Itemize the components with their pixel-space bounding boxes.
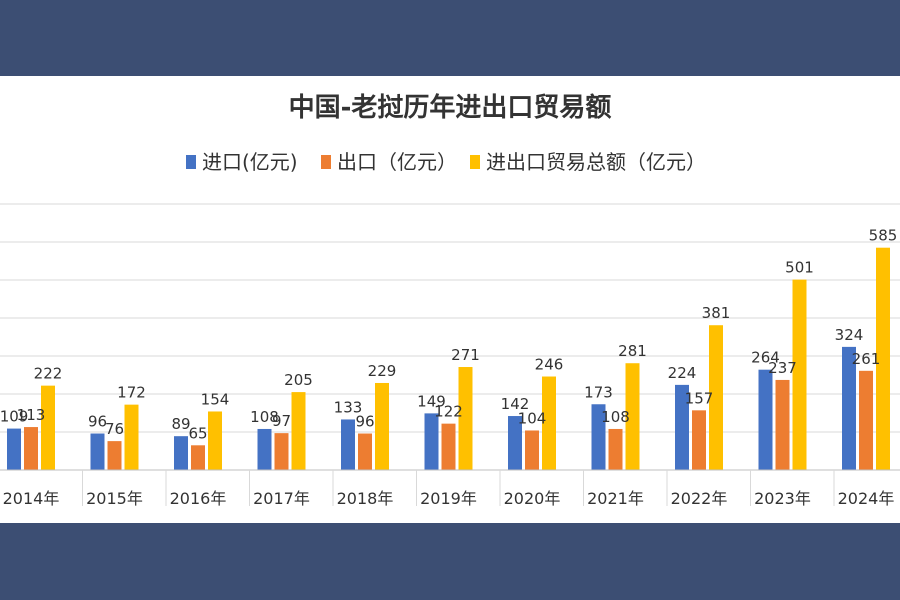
bar-chart: 中国-老挝历年进出口贸易额 进口(亿元) 出口（亿元） 进出口贸易总额（亿元） 10…: [0, 92, 900, 508]
bar: [775, 379, 790, 470]
data-label: 324: [835, 326, 864, 344]
data-label: 113: [17, 406, 46, 424]
chart-title: 中国-老挝历年进出口贸易额: [289, 92, 612, 123]
bar: [174, 436, 188, 470]
bar: [424, 413, 439, 470]
bar: [542, 376, 556, 470]
data-label: 65: [188, 424, 207, 442]
data-label: 122: [434, 403, 463, 421]
data-label: 271: [451, 346, 480, 364]
x-axis: 2014年 2015年 2016年 2017年 2018年 2019年 2020年 2021年…: [0, 469, 900, 508]
data-label: 224: [668, 364, 697, 382]
bar: [375, 382, 389, 470]
data-label: 108: [250, 408, 279, 426]
bar: [24, 427, 38, 470]
data-label: 281: [618, 342, 647, 360]
x-tick-label: 2015年: [86, 489, 143, 508]
x-tick-label: 2022年: [671, 489, 728, 508]
data-label: 173: [584, 383, 613, 401]
legend-swatch: [186, 155, 196, 169]
data-label: 381: [702, 304, 731, 322]
data-label: 246: [535, 356, 564, 374]
bar: [41, 385, 55, 470]
x-tick-label: 2019年: [420, 489, 477, 508]
data-label: 222: [34, 365, 63, 383]
data-label: 154: [201, 390, 230, 408]
bar: [608, 428, 623, 470]
bar: [107, 441, 122, 470]
x-tick-label: 2020年: [504, 489, 561, 508]
bar: [792, 279, 807, 470]
data-label: 109: [0, 408, 28, 426]
x-tick-label: 2023年: [754, 489, 811, 508]
bar: [208, 411, 222, 470]
value-labels: 1091132229676172896515410897205133962291…: [0, 227, 897, 443]
legend-label: 出口（亿元）: [337, 150, 457, 174]
data-label: 501: [785, 259, 814, 277]
x-tick-label: 2016年: [170, 489, 227, 508]
data-label: 261: [852, 350, 881, 368]
bar: [758, 369, 773, 470]
bar: [274, 433, 289, 470]
bar: [124, 404, 139, 470]
bar: [859, 370, 873, 470]
legend: 进口(亿元) 出口（亿元） 进出口贸易总额（亿元）: [186, 150, 706, 174]
bar: [358, 433, 372, 470]
data-label: 172: [117, 384, 146, 402]
data-label: 96: [355, 413, 374, 431]
bar: [7, 428, 21, 470]
data-label: 585: [869, 227, 898, 245]
data-label: 229: [368, 362, 397, 380]
data-label: 133: [334, 398, 363, 416]
bar: [876, 247, 890, 470]
bar: [709, 325, 723, 470]
bar: [90, 433, 105, 470]
bar: [675, 384, 689, 470]
bar: [625, 363, 640, 470]
legend-label: 进出口贸易总额（亿元）: [486, 150, 706, 174]
data-label: 142: [501, 395, 530, 413]
data-label: 149: [417, 392, 446, 410]
bar: [291, 392, 306, 470]
x-tick-label: 2018年: [337, 489, 394, 508]
bar: [692, 410, 706, 470]
data-label: 157: [685, 389, 714, 407]
data-label: 76: [105, 420, 124, 438]
data-label: 104: [518, 409, 547, 427]
legend-swatch: [321, 155, 331, 169]
x-tick-label: 2014年: [3, 489, 60, 508]
data-label: 205: [284, 371, 313, 389]
legend-label: 进口(亿元): [202, 150, 298, 174]
data-label: 89: [171, 415, 190, 433]
bar: [458, 367, 473, 470]
bar: [441, 423, 456, 470]
bars: [7, 247, 890, 470]
bar: [191, 445, 205, 470]
data-label: 96: [88, 413, 107, 431]
chart-panel: 中国-老挝历年进出口贸易额 进口(亿元) 出口（亿元） 进出口贸易总额（亿元） 10…: [0, 76, 900, 523]
gridlines: [0, 203, 900, 433]
x-tick-label: 2021年: [587, 489, 644, 508]
bar: [842, 346, 856, 470]
x-tick-label: 2017年: [253, 489, 310, 508]
bar: [257, 428, 272, 470]
bar: [341, 419, 355, 470]
legend-swatch: [470, 155, 480, 169]
bar: [508, 416, 522, 470]
data-label: 97: [272, 412, 291, 430]
data-label: 264: [751, 349, 780, 367]
bar: [591, 404, 606, 470]
data-label: 237: [768, 359, 797, 377]
bar: [525, 430, 539, 470]
x-tick-label: 2024年: [838, 489, 895, 508]
data-label: 108: [601, 408, 630, 426]
